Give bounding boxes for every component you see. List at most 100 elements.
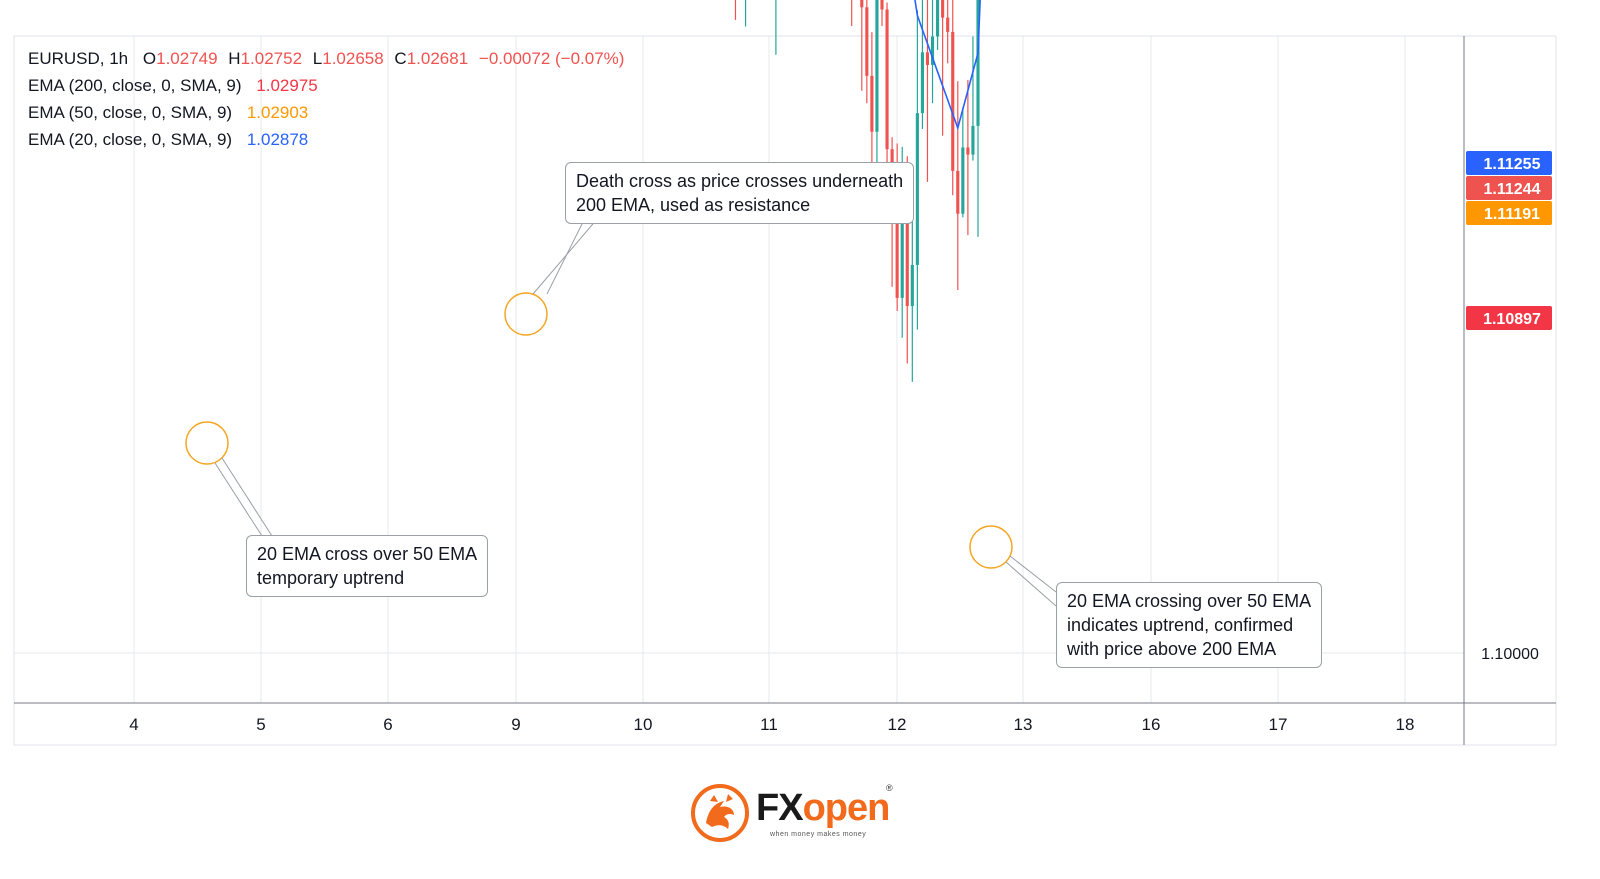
annotation-death-cross: Death cross as price crosses underneath … xyxy=(565,162,915,224)
candle-body xyxy=(910,264,914,307)
legend-ema50: EMA (50, close, 0, SMA, 9) 1.02903 xyxy=(28,103,318,123)
legend-symbol: EURUSD, 1h xyxy=(28,49,129,68)
callout-line-death-2 xyxy=(546,217,586,295)
legend-close: C1.02681 xyxy=(394,49,469,68)
candle xyxy=(946,0,950,64)
candle-body xyxy=(900,182,904,298)
fxopen-logo: FXopen ® when money makes money xyxy=(690,781,920,847)
legend-ema20-value: 1.02878 xyxy=(246,130,309,149)
callout-line-temp xyxy=(214,462,263,537)
candle-body xyxy=(971,125,975,155)
candle-body xyxy=(885,9,889,150)
candle-body xyxy=(941,0,945,18)
candle-body xyxy=(895,203,899,298)
x-tick-label: 11 xyxy=(760,715,778,734)
candle-body xyxy=(936,0,940,37)
price-tag: 1.11255 xyxy=(1466,151,1552,175)
candle xyxy=(915,10,919,330)
legend-ema50-value: 1.02903 xyxy=(246,103,309,122)
legend-low: L1.02658 xyxy=(312,49,384,68)
candle-body xyxy=(860,0,864,8)
candle xyxy=(936,0,940,51)
x-tick-label: 16 xyxy=(1142,715,1161,734)
annotation-death-cross-line-1: Death cross as price crosses underneath xyxy=(576,171,904,191)
candle xyxy=(966,79,970,236)
x-tick-label: 13 xyxy=(1014,715,1033,734)
candle xyxy=(961,107,965,218)
legend-ema20-label: EMA (20, close, 0, SMA, 9) xyxy=(28,130,233,149)
legend-ema20: EMA (20, close, 0, SMA, 9) 1.02878 xyxy=(28,130,318,150)
x-tick-label: 4 xyxy=(129,715,138,734)
legend-ema50-label: EMA (50, close, 0, SMA, 9) xyxy=(28,103,233,122)
x-tick-label: 5 xyxy=(256,715,265,734)
annotation-uptrend: 20 EMA crossing over 50 EMA indicates up… xyxy=(1056,582,1323,668)
price-tag-label: 1.10897 xyxy=(1483,311,1541,328)
callout-line-temp-2 xyxy=(221,457,273,537)
candle xyxy=(956,81,960,291)
x-tick-label: 18 xyxy=(1396,715,1415,734)
legend-change: −0.00072 (−0.07%) xyxy=(478,49,625,68)
candle-body xyxy=(956,170,960,214)
legend-ohlc: EURUSD, 1h O1.02749 H1.02752 L1.02658 C1… xyxy=(28,49,634,69)
candle-body xyxy=(930,36,935,65)
price-tag: 1.11191 xyxy=(1466,201,1552,225)
brand-open: open xyxy=(802,787,891,829)
candle xyxy=(851,0,853,27)
cross-circle-uptrend xyxy=(969,525,1013,569)
legend-ema200: EMA (200, close, 0, SMA, 9) 1.02975 xyxy=(28,76,328,96)
annotation-uptrend-line-3: with price above 200 EMA xyxy=(1067,639,1277,659)
price-tag: 1.11244 xyxy=(1466,176,1552,200)
candle-body xyxy=(920,52,924,114)
candle-body xyxy=(961,147,965,214)
candle-body xyxy=(870,75,874,132)
candle-body xyxy=(946,17,950,32)
price-tag-bg xyxy=(1466,176,1552,200)
candle xyxy=(925,0,930,182)
price-tag: 1.10897 xyxy=(1466,306,1552,330)
annotation-uptrend-line-2: indicates uptrend, confirmed xyxy=(1067,615,1294,635)
x-tick-label: 12 xyxy=(888,715,907,734)
x-tick-label: 17 xyxy=(1269,715,1288,734)
price-tag-label: 1.11191 xyxy=(1484,206,1540,223)
candle xyxy=(865,0,869,104)
annotation-layer xyxy=(185,217,1057,607)
candle-body xyxy=(915,113,919,265)
price-tag-bg xyxy=(1466,151,1552,175)
axis-layer: 1.100001.102001.104001.106001.108001.110… xyxy=(14,36,1556,745)
brand-tagline: when money makes money xyxy=(770,831,867,838)
brand-wordmark: FXopen xyxy=(756,787,891,830)
x-tick-label: 10 xyxy=(634,715,653,734)
legend-high: H1.02752 xyxy=(228,49,303,68)
candle-body xyxy=(875,0,879,132)
annotation-temp-uptrend-line-2: temporary uptrend xyxy=(257,568,405,588)
annotation-temp-uptrend: 20 EMA cross over 50 EMA temporary uptre… xyxy=(246,535,489,597)
y-tick-label: 1.10000 xyxy=(1481,646,1539,663)
legend-ema200-value: 1.02975 xyxy=(256,76,318,95)
price-tag-bg xyxy=(1466,306,1552,330)
candle-body xyxy=(880,0,884,10)
legend-ema200-label: EMA (200, close, 0, SMA, 9) xyxy=(28,76,242,95)
price-tag-label: 1.11244 xyxy=(1484,181,1541,198)
candle-body xyxy=(976,0,980,126)
annotation-death-cross-line-2: 200 EMA, used as resistance xyxy=(576,195,811,215)
candle xyxy=(920,0,924,129)
price-tag-label: 1.11255 xyxy=(1484,156,1541,173)
candle-body xyxy=(925,52,930,65)
candle xyxy=(941,0,945,136)
candle-body xyxy=(966,147,970,155)
candle xyxy=(976,0,980,237)
candle-body xyxy=(865,7,869,76)
callout-line-uptrend xyxy=(1009,555,1057,593)
cross-circle-temp xyxy=(185,421,229,465)
x-tick-label: 6 xyxy=(383,715,392,734)
candle xyxy=(951,0,955,196)
candle xyxy=(875,0,879,183)
brand-registered: ® xyxy=(886,783,893,793)
callout-line-uptrend-2 xyxy=(1005,561,1057,607)
x-tick-label: 9 xyxy=(511,715,520,734)
candle-body xyxy=(951,31,955,171)
candle xyxy=(930,0,935,104)
cross-circle-death xyxy=(504,292,548,336)
annotation-temp-uptrend-line-1: 20 EMA cross over 50 EMA xyxy=(257,544,478,564)
candle xyxy=(744,0,747,27)
